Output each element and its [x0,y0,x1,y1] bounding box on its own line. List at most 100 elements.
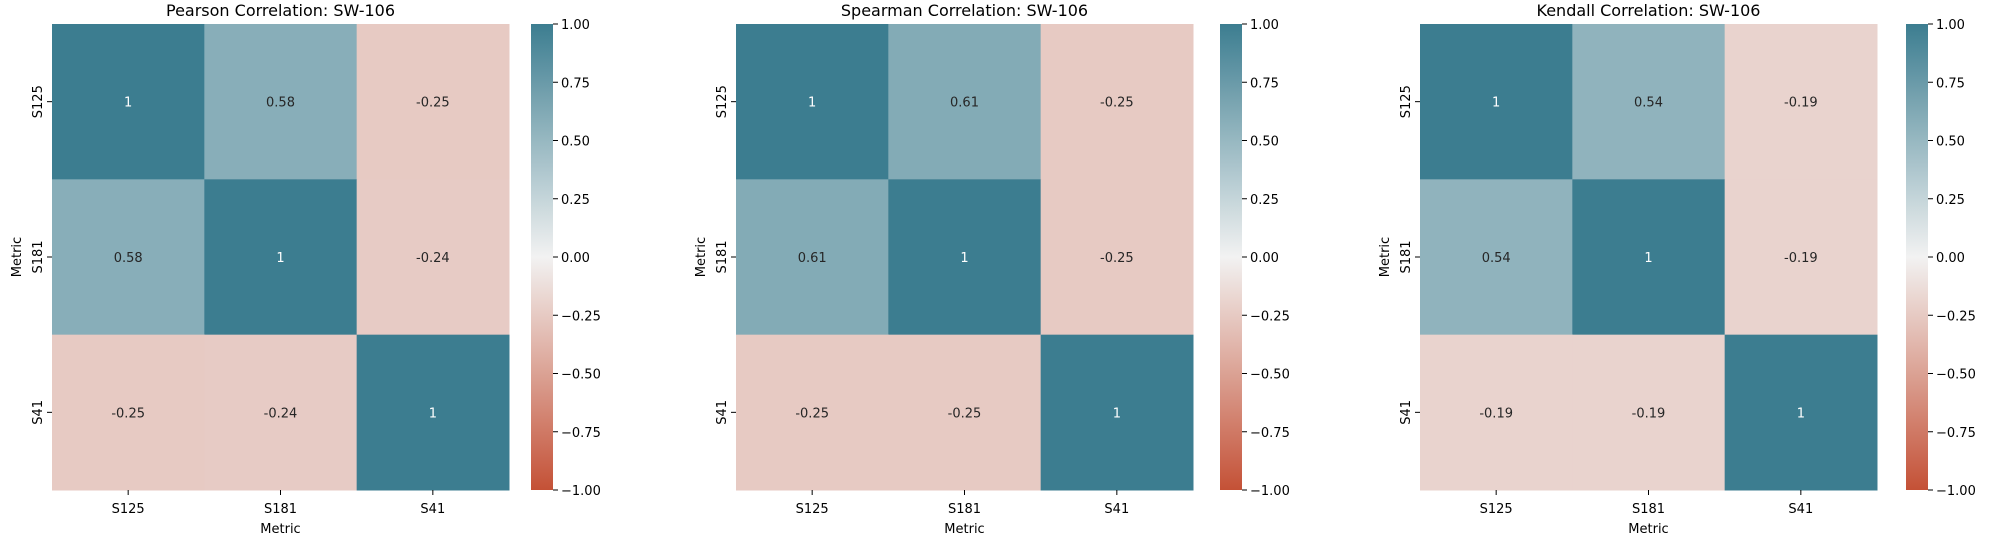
x-axis-label: Metric [944,522,984,537]
x-axis-label: Metric [1628,522,1668,537]
heatmap-panel-1: Pearson Correlation: SW-106 1 0.58 -0.25 0.5… [10,1,601,537]
chart-title: Spearman Correlation: SW-106 [841,1,1088,20]
cell-annotation: -0.25 [1100,251,1134,266]
cell-annotation: 0.61 [798,251,827,266]
x-tick-label: S125 [1480,502,1513,517]
y-tick-label: S125 [31,85,46,118]
y-tick-label: S181 [1399,240,1414,273]
y-tick-label: S125 [1399,85,1414,118]
heatmap-cell [1040,24,1194,180]
colorbar-tick-label: 0.00 [1250,251,1279,266]
heatmap-cell [356,24,510,180]
y-tick-label: S41 [31,400,46,425]
cell-annotation: 0.54 [1482,251,1511,266]
cell-annotation: 1 [1797,406,1805,421]
colorbar [1220,24,1242,490]
colorbar-tick-label: −1.00 [561,484,601,499]
colorbar-tick-label: −0.25 [1250,309,1290,324]
cell-annotation: -0.24 [416,251,450,266]
colorbar-tick-label: −0.50 [1936,368,1976,383]
heatmap-cell [888,179,1042,336]
cell-annotation: 0.58 [266,96,295,111]
cell-annotation: 1 [276,251,284,266]
colorbar-tick-label: 0.25 [561,193,590,208]
heatmap-cell [52,179,205,336]
heatmap-cell [736,334,889,491]
cell-annotation: 1 [808,96,816,111]
y-tick-label: S181 [715,240,730,273]
cell-annotation: -0.25 [948,406,982,421]
cell-annotation: -0.25 [795,406,829,421]
chart-title: Kendall Correlation: SW-106 [1537,1,1761,20]
colorbar-tick-label: 0.50 [561,135,590,150]
cell-annotation: -0.19 [1479,406,1513,421]
colorbar [531,24,553,490]
heatmap-cell [1724,334,1878,491]
colorbar-tick-label: −0.75 [1250,426,1290,441]
cell-annotation: -0.25 [416,96,450,111]
cell-annotation: -0.19 [1784,251,1818,266]
colorbar-tick-label: 0.75 [561,76,590,91]
heatmap-cell [356,179,510,336]
heatmap-cell [888,334,1042,491]
colorbar-tick-label: 0.75 [1250,76,1279,91]
y-tick-label: S125 [715,85,730,118]
x-tick-label: S181 [948,502,981,517]
colorbar-tick-label: −0.50 [1250,368,1290,383]
heatmap-panel-2: Spearman Correlation: SW-106 1 0.61 -0.25 0.… [694,1,1290,537]
cell-annotation: -0.25 [111,406,145,421]
heatmap-cell [1724,24,1878,180]
x-axis-label: Metric [260,522,300,537]
heatmap-panel-3: Kendall Correlation: SW-106 1 0.54 -0.19 0.5… [1378,1,1976,537]
cell-annotation: 0.58 [114,251,143,266]
heatmap-cell [1572,179,1726,336]
colorbar-tick-label: −0.25 [1936,309,1976,324]
x-tick-label: S125 [112,502,145,517]
y-tick-label: S41 [1399,400,1414,425]
colorbar-tick-label: 1.00 [561,18,590,33]
colorbar [1906,24,1928,490]
x-tick-label: S41 [1788,502,1813,517]
x-tick-label: S41 [420,502,445,517]
heatmap-cell [52,334,205,491]
colorbar-tick-label: −1.00 [1250,484,1290,499]
heatmap-cell [204,334,358,491]
cell-annotation: -0.19 [1784,96,1818,111]
y-axis-label: Metric [694,237,709,277]
y-axis-label: Metric [10,237,25,277]
colorbar-tick-label: 0.00 [1936,251,1965,266]
cell-annotation: 1 [1644,251,1652,266]
heatmap-cell [1040,334,1194,491]
x-tick-label: S181 [264,502,297,517]
heatmap-cell [1040,179,1194,336]
colorbar-tick-label: −1.00 [1936,484,1976,499]
y-tick-label: S181 [31,240,46,273]
cell-annotation: 0.54 [1634,96,1663,111]
heatmap-cell [1420,24,1573,180]
heatmap-cell [204,24,358,180]
colorbar-tick-label: 0.50 [1936,135,1965,150]
colorbar-tick-label: −0.75 [561,426,601,441]
cell-annotation: 1 [1492,96,1500,111]
cell-annotation: 1 [124,96,132,111]
heatmap-cell [356,334,510,491]
heatmap-cell [1724,179,1878,336]
heatmap-cell [1420,179,1573,336]
cell-annotation: 1 [429,406,437,421]
colorbar-tick-label: −0.25 [561,309,601,324]
x-tick-label: S41 [1104,502,1129,517]
x-tick-label: S181 [1632,502,1665,517]
colorbar-tick-label: 0.25 [1250,193,1279,208]
cell-annotation: -0.24 [264,406,298,421]
y-axis-label: Metric [1378,237,1393,277]
heatmap-cell [736,24,889,180]
chart-title: Pearson Correlation: SW-106 [166,1,395,20]
cell-annotation: 1 [1113,406,1121,421]
cell-annotation: 1 [960,251,968,266]
colorbar-tick-label: 1.00 [1936,18,1965,33]
cell-annotation: 0.61 [950,96,979,111]
heatmap-cell [52,24,205,180]
colorbar-tick-label: 0.75 [1936,76,1965,91]
x-tick-label: S125 [796,502,829,517]
